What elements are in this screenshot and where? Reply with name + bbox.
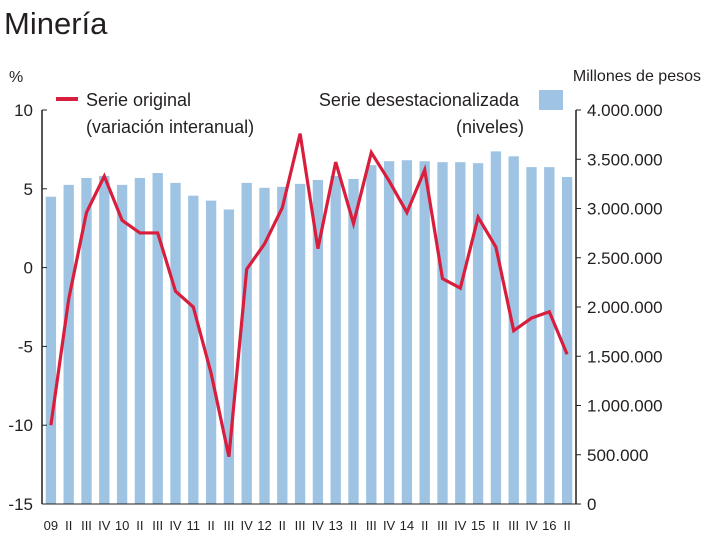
x-tick-label: IV xyxy=(525,518,538,533)
right-tick-label: 500.000 xyxy=(587,446,648,465)
legend-bar-swatch xyxy=(539,90,563,110)
x-tick-label: 10 xyxy=(115,518,129,533)
bar xyxy=(383,161,395,504)
right-axis-unit-label: Millones de pesos xyxy=(573,68,701,85)
x-tick-label: 13 xyxy=(328,518,342,533)
bar xyxy=(188,195,199,504)
x-tick-label: IV xyxy=(383,518,396,533)
bar xyxy=(170,182,181,504)
x-tick-label: IV xyxy=(454,518,467,533)
legend-line-label-line-2: (variación interanual) xyxy=(86,117,254,137)
bar xyxy=(348,178,359,504)
right-tick-label: 0 xyxy=(587,495,596,514)
right-tick-label: 4.000.000 xyxy=(587,101,663,120)
bar xyxy=(223,209,235,505)
series-line xyxy=(49,133,569,458)
bar xyxy=(116,184,128,505)
x-tick-label: III xyxy=(295,518,306,533)
bar xyxy=(312,179,324,504)
legend-bar-label: Serie desestacionalizada (niveles) xyxy=(319,90,524,137)
bar xyxy=(99,176,110,504)
right-tick-label: 1.500.000 xyxy=(587,347,663,366)
bar xyxy=(241,182,252,504)
x-tick-label: 14 xyxy=(400,518,414,533)
x-tick-label: 16 xyxy=(542,518,556,533)
right-tick-label: 3.000.000 xyxy=(587,200,663,219)
bar xyxy=(544,167,555,504)
legend-serie-desestacionalizada: Serie desestacionalizada (niveles) xyxy=(319,90,563,137)
bar xyxy=(152,173,163,505)
x-tick-label: II xyxy=(65,518,72,533)
left-tick-label: 5 xyxy=(24,180,33,199)
bar xyxy=(134,177,146,504)
bar xyxy=(63,184,74,505)
x-tick-label: II xyxy=(421,518,428,533)
bar xyxy=(81,177,92,504)
bar xyxy=(437,162,448,504)
bar xyxy=(259,187,270,504)
right-tick-label: 3.500.000 xyxy=(587,150,663,169)
right-tick-label: 2.000.000 xyxy=(587,298,663,317)
x-tick-label: IV xyxy=(98,518,111,533)
bar xyxy=(526,167,537,504)
x-tick-label: II xyxy=(207,518,214,533)
bar xyxy=(277,186,288,504)
bar xyxy=(366,165,377,504)
left-tick-label: -15 xyxy=(8,495,33,514)
x-tick-label: II xyxy=(563,518,570,533)
x-tick-label: II xyxy=(279,518,286,533)
x-tick-label: III xyxy=(223,518,234,533)
legend-line-label: Serie original (variación interanual) xyxy=(86,90,254,137)
x-tick-label: 15 xyxy=(471,518,485,533)
bar xyxy=(330,176,341,504)
x-tick-label: II xyxy=(350,518,357,533)
bar xyxy=(45,196,57,504)
bar xyxy=(205,200,217,504)
right-tick-label: 2.500.000 xyxy=(587,249,663,268)
right-tick-label: 1.000.000 xyxy=(587,397,663,416)
bar xyxy=(472,163,484,504)
bar xyxy=(294,183,306,505)
right-axis-ticks: 4.000.000 3.500.000 3.000.000 2.500.000 2.00… xyxy=(576,101,663,514)
left-axis-unit-label: % xyxy=(9,69,23,86)
bar xyxy=(561,176,573,505)
legend-bar-label-line-1: Serie desestacionalizada xyxy=(319,90,520,110)
x-tick-label: II xyxy=(492,518,499,533)
left-tick-label: -5 xyxy=(18,337,33,356)
bar xyxy=(419,161,430,504)
chart-title: Minería xyxy=(4,6,108,41)
x-tick-label: 09 xyxy=(44,518,58,533)
x-tick-label: III xyxy=(152,518,163,533)
x-tick-label: IV xyxy=(312,518,325,533)
bar xyxy=(455,162,466,504)
left-axis-ticks: 10 5 0 -5 -10 -15 xyxy=(8,101,47,514)
bar-series-group xyxy=(45,151,573,505)
left-tick-label: -10 xyxy=(8,416,33,435)
x-tick-label: 11 xyxy=(187,518,201,533)
left-tick-label: 10 xyxy=(14,101,33,120)
legend-serie-original: Serie original (variación interanual) xyxy=(56,90,254,137)
x-tick-label: IV xyxy=(169,518,182,533)
line-series-group xyxy=(49,133,569,458)
x-axis-ticks: 09 II III IV 10 II III IV 11 II III IV 12 II III IV 13 II… xyxy=(44,518,571,533)
x-tick-label: III xyxy=(508,518,519,533)
bar xyxy=(490,151,502,504)
x-tick-label: III xyxy=(437,518,448,533)
x-tick-label: III xyxy=(366,518,377,533)
left-tick-label: 0 xyxy=(24,259,33,278)
bar xyxy=(401,160,413,505)
x-tick-label: II xyxy=(136,518,143,533)
x-tick-label: IV xyxy=(241,518,254,533)
x-tick-label: 12 xyxy=(257,518,271,533)
legend-line-label-line-1: Serie original xyxy=(86,90,191,110)
legend-bar-label-line-2: (niveles) xyxy=(456,117,524,137)
x-tick-label: III xyxy=(81,518,92,533)
